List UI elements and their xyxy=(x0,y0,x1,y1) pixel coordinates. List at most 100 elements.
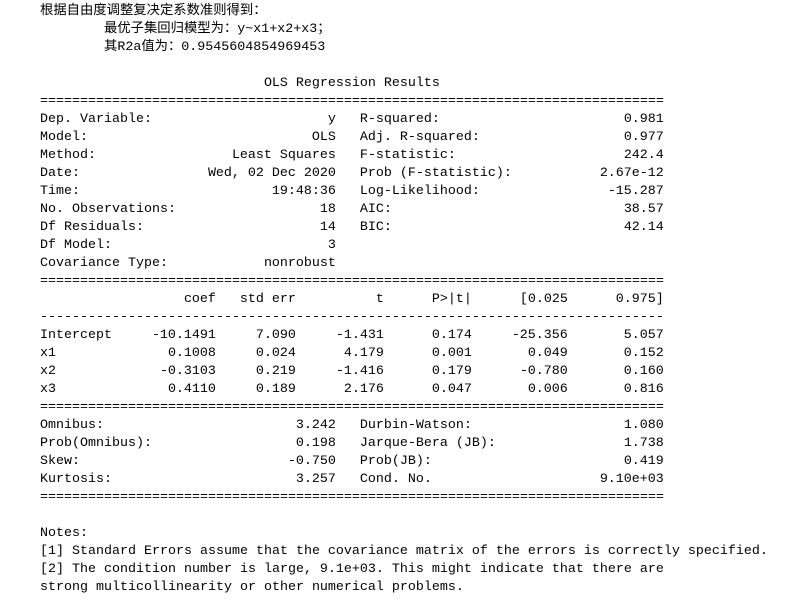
row-label: Prob (F-statistic): xyxy=(359,166,512,181)
diagnostics-row: Prob(Omnibus): 0.198 Jarque-Bera (JB): 1.73… xyxy=(40,435,768,453)
row-label xyxy=(360,237,520,255)
row-label: Model: xyxy=(40,130,88,145)
row-label: Covariance Type: xyxy=(40,256,168,271)
summary-row: Method: Least Squares F-statistic: 242.4 xyxy=(40,147,768,165)
diagnostics-table: Omnibus: 3.242 Durbin-Watson: 1.080 Prob(Omn… xyxy=(40,417,768,489)
column-header: [0.025 xyxy=(519,292,568,307)
rule-double: ========================================… xyxy=(40,274,664,289)
summary-row: Time: 19:48:36 Log-Likelihood: -15.287 xyxy=(40,183,768,201)
column-header: coef xyxy=(183,292,216,307)
table-cell: 0.174 xyxy=(431,328,472,343)
notes: Notes: [1] Standard Errors assume that th… xyxy=(40,525,768,597)
blank-line xyxy=(40,57,768,75)
row-label: Date: xyxy=(40,166,80,181)
row-value: 0.198 xyxy=(295,436,336,451)
column-header: 0.975] xyxy=(615,292,664,307)
summary-row: Model: OLS Adj. R-squared: 0.977 xyxy=(40,129,768,147)
table-cell: 0.1008 xyxy=(167,346,216,361)
row-value: 3.242 xyxy=(295,418,336,433)
intro-line-2: 最优子集回归模型为：y~x1+x2+x3； xyxy=(104,22,331,37)
row-value: 0.977 xyxy=(623,130,664,145)
column-header xyxy=(40,291,120,309)
coef-header: coef std err t P>|t| [0.025 0.975] xyxy=(40,291,768,309)
term-name: x2 xyxy=(40,364,56,379)
row-value: 3.257 xyxy=(295,472,336,487)
intro-line-3: 其R2a值为：0.9545604854969453 xyxy=(104,40,326,55)
row-label: Df Model: xyxy=(40,238,112,253)
table-cell: -0.780 xyxy=(519,364,568,379)
column-header: P>|t| xyxy=(431,292,472,307)
table-cell: 0.189 xyxy=(255,382,296,397)
column-header: std err xyxy=(239,292,296,307)
note-line: Notes: xyxy=(40,526,88,541)
row-label: F-statistic: xyxy=(359,148,456,163)
row-label: Adj. R-squared: xyxy=(359,130,480,145)
diagnostics-row: Omnibus: 3.242 Durbin-Watson: 1.080 xyxy=(40,417,768,435)
row-label: Prob(JB): xyxy=(359,454,432,469)
row-value: 19:48:36 xyxy=(271,184,336,199)
note-line: [1] Standard Errors assume that the cova… xyxy=(40,544,768,559)
table-row: Intercept -10.1491 7.090 -1.431 0.174 -25.356… xyxy=(40,327,768,345)
row-value: Wed, 02 Dec 2020 xyxy=(207,166,336,181)
row-label: Method: xyxy=(40,148,96,163)
table-cell: 7.090 xyxy=(255,328,296,343)
coef-table: Intercept -10.1491 7.090 -1.431 0.174 -25.356… xyxy=(40,327,768,399)
table-row: x2 -0.3103 0.219 -1.416 0.179 -0.780 0.160 xyxy=(40,363,768,381)
row-value: 1.080 xyxy=(623,418,664,433)
row-label: Omnibus: xyxy=(40,418,104,433)
term-name: x1 xyxy=(40,346,56,361)
row-value: 18 xyxy=(319,202,336,217)
row-value: 38.57 xyxy=(623,202,664,217)
row-value: -0.750 xyxy=(287,454,336,469)
results-title-text: OLS Regression Results xyxy=(263,76,440,91)
row-label: Cond. No. xyxy=(359,472,432,487)
row-value: 3 xyxy=(327,238,336,253)
summary-row: Date: Wed, 02 Dec 2020 Prob (F-statistic):… xyxy=(40,165,768,183)
summary-row: Covariance Type: nonrobust xyxy=(40,255,768,273)
row-value: 0.419 xyxy=(623,454,664,469)
row-value: 1.738 xyxy=(623,436,664,451)
row-label: Df Residuals: xyxy=(40,220,144,235)
intro-line-1: 根据自由度调整复决定系数准则得到： xyxy=(40,4,267,19)
row-value: y xyxy=(327,112,336,127)
note-line: [2] The condition number is large, 9.1e+… xyxy=(40,562,664,577)
term-name: Intercept xyxy=(40,328,112,343)
row-value xyxy=(520,237,664,255)
rule-double: ========================================… xyxy=(40,400,664,415)
rule-single: ----------------------------------------… xyxy=(40,310,664,325)
row-value: 42.14 xyxy=(623,220,664,235)
blank-line xyxy=(40,507,768,525)
table-cell: 0.179 xyxy=(431,364,472,379)
row-label: Dep. Variable: xyxy=(40,112,152,127)
summary-row: Dep. Variable: y R-squared: 0.981 xyxy=(40,111,768,129)
row-value: -15.287 xyxy=(607,184,664,199)
table-cell: -25.356 xyxy=(511,328,568,343)
table-cell: -0.3103 xyxy=(159,364,216,379)
coef-header-row: coef std err t P>|t| [0.025 0.975] xyxy=(40,291,768,309)
row-label: AIC: xyxy=(359,202,392,217)
row-value: OLS xyxy=(311,130,336,145)
row-label: Skew: xyxy=(40,454,80,469)
column-header: t xyxy=(375,292,384,307)
row-value: Least Squares xyxy=(231,148,336,163)
console-output: 根据自由度调整复决定系数准则得到： 最优子集回归模型为：y~x1+x2+x3； … xyxy=(40,3,768,597)
rule-double: ========================================… xyxy=(40,94,664,109)
table-cell: 5.057 xyxy=(623,328,664,343)
table-cell: 0.152 xyxy=(623,346,664,361)
rule-double: ========================================… xyxy=(40,490,664,505)
row-value: nonrobust xyxy=(263,256,336,271)
row-label xyxy=(360,255,520,273)
row-value: 0.981 xyxy=(623,112,664,127)
row-label: Durbin-Watson: xyxy=(359,418,472,433)
row-label: Kurtosis: xyxy=(40,472,112,487)
row-value: 2.67e-12 xyxy=(599,166,664,181)
note-line: strong multicollinearity or other numeri… xyxy=(40,580,464,595)
table-row: x1 0.1008 0.024 4.179 0.001 0.049 0.152 xyxy=(40,345,768,363)
table-cell: 0.160 xyxy=(623,364,664,379)
row-label: Jarque-Bera (JB): xyxy=(359,436,496,451)
row-label: Log-Likelihood: xyxy=(359,184,480,199)
summary-row: Df Residuals: 14 BIC: 42.14 xyxy=(40,219,768,237)
summary-table: Dep. Variable: y R-squared: 0.981 Model: OLS A… xyxy=(40,111,768,273)
table-cell: -1.416 xyxy=(335,364,384,379)
row-label: Prob(Omnibus): xyxy=(40,436,152,451)
